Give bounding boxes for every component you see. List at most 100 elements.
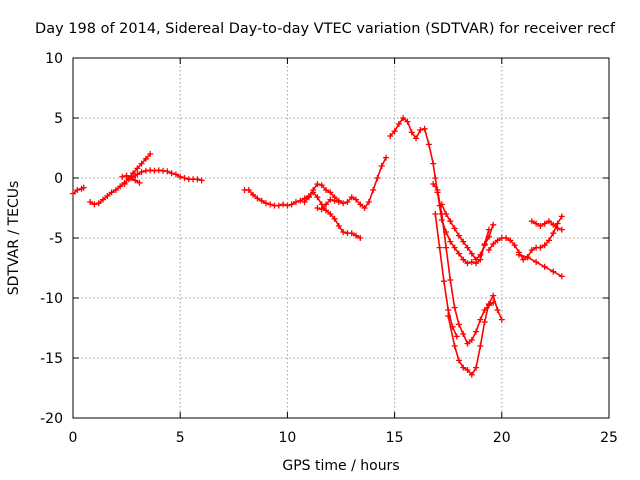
data-point [322,201,329,208]
grid [73,58,609,418]
data-point [245,187,252,193]
data-point [365,199,372,205]
data-point [524,254,531,261]
data-point [132,177,139,184]
data-point [425,141,432,148]
data-point [314,205,321,211]
data-point [558,213,565,220]
data-point [537,223,544,229]
data-point [520,256,527,263]
data-point [95,200,102,207]
data-point [250,191,257,198]
data-point [391,128,398,135]
data-point [485,233,492,240]
series-line [441,203,494,261]
data-point [353,196,360,203]
x-axis-label: GPS time / hours [282,458,399,474]
y-tick-label: -5 [49,231,63,247]
data-point [550,268,557,275]
data-point [284,202,291,209]
data-point [468,250,475,257]
data-point [550,230,557,237]
data-point [494,307,501,313]
data-point [468,371,475,378]
y-tick-label: -20 [40,411,63,427]
data-point [451,225,458,232]
data-point [340,229,347,235]
data-point [440,278,447,285]
data-point [473,256,480,263]
data-point [310,187,317,193]
data-point [545,218,552,225]
series-2 [87,167,205,208]
data-point [370,187,377,193]
data-point [404,118,411,125]
data-point [511,242,518,249]
data-point [451,304,458,311]
data-point [485,301,492,307]
data-point [464,260,471,267]
data-point [335,223,342,229]
series-6 [301,154,390,211]
data-point [447,238,454,245]
data-point [468,337,475,343]
data-point [490,241,497,247]
data-point [138,160,145,167]
data-point [432,211,439,217]
data-point [550,221,557,228]
data-point [453,333,460,340]
data-point [485,247,492,253]
data-point [447,218,454,225]
data-point [70,190,76,197]
data-point [254,195,261,202]
data-point [413,135,420,142]
data-point [288,201,295,208]
data-point [335,199,342,205]
data-point [130,170,137,177]
data-point [395,121,402,127]
data-point [387,133,394,139]
y-tick-label: -15 [40,351,63,367]
y-axis-tick-labels: -20 -15 -10 -5 0 5 10 [40,51,63,427]
x-tick-label: 10 [278,430,296,446]
data-point [490,292,497,299]
data-point [541,263,548,270]
data-point [108,189,115,196]
data-point [117,183,124,190]
data-point [172,171,179,178]
series-13 [485,213,565,263]
data-point [198,177,205,184]
data-point [533,220,540,227]
data-point [136,179,143,186]
data-point [138,169,145,175]
data-point [436,244,443,251]
chart-title: Day 198 of 2014, Sidereal Day-to-day VTE… [35,21,616,37]
data-point [449,323,456,330]
data-point [533,259,540,265]
data-point [417,127,424,133]
data-point [121,181,128,187]
data-point [331,215,338,222]
data-point [451,244,458,251]
x-tick-label: 5 [176,430,185,446]
series-4 [119,172,143,186]
y-axis-label: SDTVAR / TECUs [6,181,22,296]
data-point [477,316,484,323]
data-point [142,155,149,162]
series-line [243,189,362,239]
data-point [503,235,510,241]
data-point [361,205,368,211]
data-point [545,237,552,244]
data-point [100,196,107,203]
data-point [318,182,325,189]
data-point [258,197,265,204]
data-point [430,160,437,167]
x-axis-tick-labels: 0 5 10 15 20 25 [69,430,618,446]
data-point [477,251,484,258]
data-point [460,238,467,245]
data-point [438,211,445,217]
data-point [181,175,188,181]
data-point [327,211,334,217]
data-point [473,364,480,371]
